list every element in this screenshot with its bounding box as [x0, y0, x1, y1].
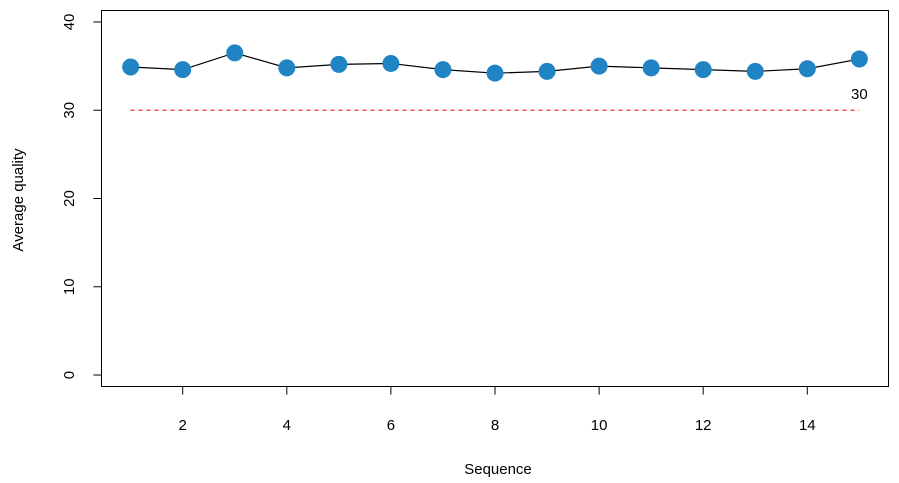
data-point [590, 57, 608, 75]
data-point [278, 59, 296, 77]
y-tick-label: 10 [61, 278, 78, 295]
x-axis-title: Sequence [464, 461, 532, 478]
data-point [642, 59, 660, 77]
reference-line-label: 30 [851, 86, 868, 103]
x-tick-label: 8 [491, 417, 499, 434]
x-axis: 2 4 6 8 10 12 14 [179, 386, 816, 434]
y-axis: 0 10 20 30 40 [61, 14, 102, 379]
data-point [226, 44, 244, 62]
data-point [434, 61, 452, 79]
x-tick-label: 14 [799, 417, 816, 434]
y-tick-label: 0 [61, 371, 78, 379]
data-point [850, 50, 868, 68]
x-tick-label: 12 [695, 417, 712, 434]
y-tick-label: 30 [61, 102, 78, 119]
y-tick-label: 40 [61, 14, 78, 31]
y-tick-label: 20 [61, 190, 78, 207]
series-group [122, 44, 868, 82]
data-point [798, 60, 816, 78]
x-tick-label: 10 [591, 417, 608, 434]
x-tick-label: 4 [283, 417, 291, 434]
data-point [694, 61, 712, 79]
data-point [746, 62, 764, 80]
reference-line-group: 30 [130, 86, 868, 111]
data-point [486, 64, 504, 82]
data-point [122, 58, 140, 76]
y-axis-title: Average quality [10, 148, 27, 252]
data-point [330, 55, 348, 73]
data-point [382, 54, 400, 72]
x-tick-label: 6 [387, 417, 395, 434]
data-point [538, 62, 556, 80]
data-point [174, 61, 192, 79]
x-tick-label: 2 [179, 417, 187, 434]
